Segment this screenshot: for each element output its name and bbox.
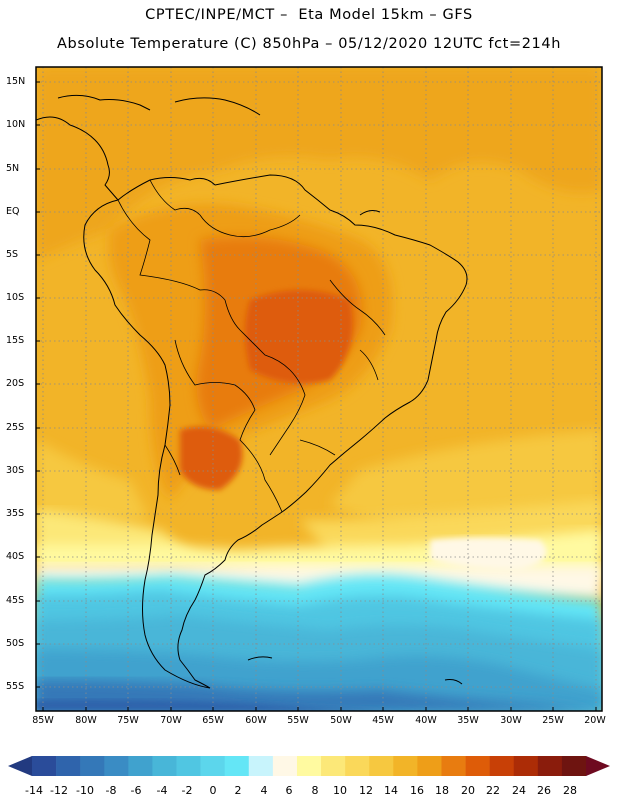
lon-label: 55W: [287, 715, 309, 726]
lon-label: 60W: [245, 715, 267, 726]
lat-lon-grid: [36, 67, 602, 711]
colorbar-label: 22: [486, 784, 500, 797]
colorbar-label: -4: [156, 784, 168, 797]
colorbar-label: 2: [234, 784, 242, 797]
colorbar-label: -12: [50, 784, 68, 797]
lat-label: 30S: [6, 465, 25, 476]
colorbar-under-arrow: [8, 756, 32, 776]
colorbar-cell: [248, 756, 274, 776]
colorbar-label: 18: [435, 784, 449, 797]
colorbar-label: 24: [512, 784, 526, 797]
lat-label: 15N: [6, 76, 26, 87]
colorbar-cell: [393, 756, 418, 776]
colorbar-label: 4: [260, 784, 268, 797]
colorbar-cell: [32, 756, 57, 776]
lat-label: 5N: [6, 163, 20, 174]
lat-label: 55S: [6, 681, 25, 692]
colorbar-label: -6: [130, 784, 142, 797]
colorbar-cell: [176, 756, 201, 776]
colorbar-label: 20: [461, 784, 475, 797]
colorbar-over-arrow: [586, 756, 610, 776]
lon-label: 50W: [330, 715, 352, 726]
lat-label: 45S: [6, 595, 25, 606]
colorbar-cell: [345, 756, 370, 776]
colorbar-label: 12: [359, 784, 373, 797]
lat-label: 10N: [6, 119, 26, 130]
colorbar-cell: [128, 756, 153, 776]
lon-label: 40W: [415, 715, 437, 726]
colorbar-cell: [272, 756, 298, 776]
colorbar-cell: [441, 756, 466, 776]
colorbar-label: 8: [311, 784, 319, 797]
lat-label: 25S: [6, 422, 25, 433]
lon-label: 35W: [457, 715, 479, 726]
colorbar-cell: [321, 756, 346, 776]
lat-label: 5S: [6, 249, 19, 260]
colorbar-label: 6: [285, 784, 293, 797]
colorbar-label: 16: [410, 784, 424, 797]
lat-label: 10S: [6, 292, 25, 303]
colorbar-cell: [80, 756, 105, 776]
colorbar-label: 10: [333, 784, 347, 797]
colorbar-label: 26: [537, 784, 551, 797]
colorbar-cell: [417, 756, 442, 776]
coastlines: [36, 94, 468, 689]
colorbar-label: 0: [209, 784, 217, 797]
lon-label: 30W: [500, 715, 522, 726]
map-frame: [35, 66, 603, 712]
colorbar-label: 14: [384, 784, 398, 797]
colorbar-cell: [369, 756, 394, 776]
temperature-field: [36, 67, 602, 711]
lat-label: 50S: [6, 638, 25, 649]
colorbar-cell: [224, 756, 250, 776]
lon-label: 75W: [117, 715, 139, 726]
map-title-line1: CPTEC/INPE/MCT – Eta Model 15km – GFS: [145, 7, 473, 23]
colorbar-label: 28: [563, 784, 577, 797]
colorbar-cell: [104, 756, 129, 776]
colorbar-label: -10: [76, 784, 94, 797]
colorbar-cell: [296, 756, 322, 776]
political-borders: [117, 179, 386, 513]
colorbar-cell: [465, 756, 490, 776]
colorbar-label: -14: [25, 784, 43, 797]
lat-label: 15S: [6, 335, 25, 346]
colorbar: [8, 756, 610, 776]
lon-label: 45W: [372, 715, 394, 726]
lat-label: EQ: [6, 206, 20, 217]
lon-label: 85W: [32, 715, 54, 726]
colorbar-cell: [56, 756, 81, 776]
lat-label: 35S: [6, 508, 25, 519]
map-title-line2: Absolute Temperature (C) 850hPa – 05/12/…: [57, 36, 561, 52]
colorbar-cell: [561, 756, 587, 776]
lon-label: 20W: [584, 715, 606, 726]
colorbar-cell: [513, 756, 539, 776]
lon-label: 70W: [160, 715, 182, 726]
axis-ticks: [36, 81, 597, 711]
lon-label: 65W: [202, 715, 224, 726]
colorbar-label: -2: [181, 784, 193, 797]
colorbar-label: -8: [105, 784, 117, 797]
colorbar-cell: [152, 756, 177, 776]
colorbar-cell: [489, 756, 515, 776]
lat-label: 40S: [6, 551, 25, 562]
lon-label: 25W: [542, 715, 564, 726]
colorbar-cell: [200, 756, 225, 776]
lon-label: 80W: [75, 715, 97, 726]
colorbar-cell: [537, 756, 563, 776]
lat-label: 20S: [6, 378, 25, 389]
